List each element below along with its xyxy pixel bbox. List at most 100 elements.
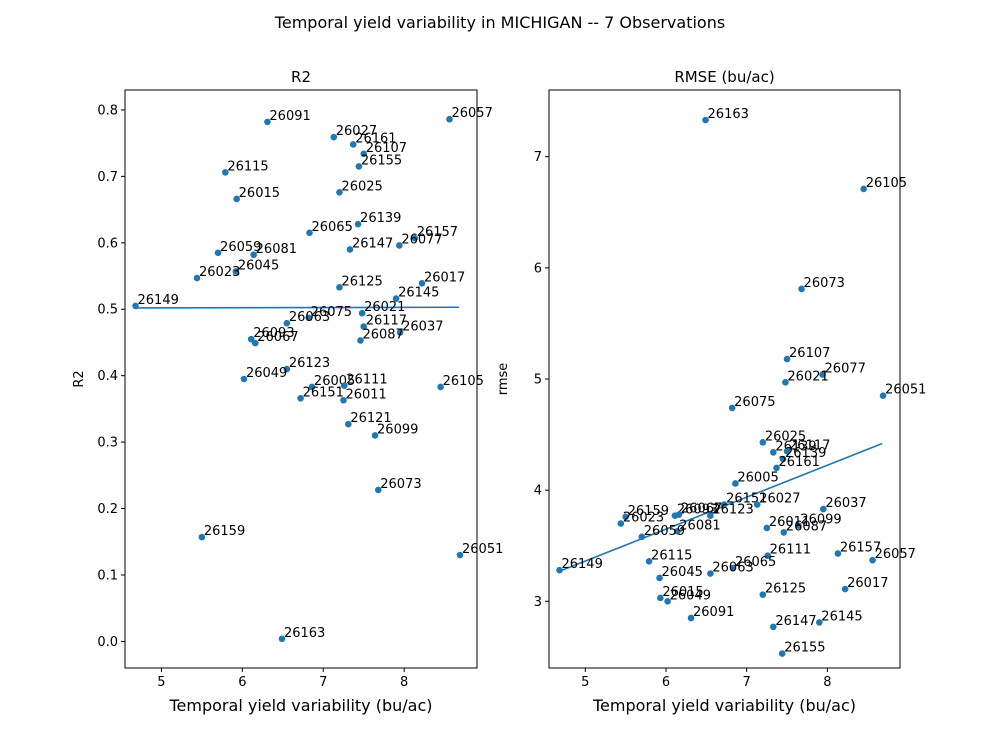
r2-point: [283, 365, 291, 373]
r2-y-axis-label: R2: [72, 370, 87, 387]
rmse-point-label: 26065: [735, 555, 776, 570]
rmse-point-label: 26115: [651, 548, 692, 563]
r2-x-tick-label: 5: [157, 675, 165, 690]
r2-point: [222, 169, 229, 176]
rmse-point: [783, 447, 791, 455]
r2-point: [446, 115, 453, 123]
rmse-x-tick-label: 6: [662, 675, 670, 690]
r2-point-label: 26059: [220, 240, 261, 255]
rmse-point-label: 26155: [784, 641, 825, 656]
r2-point: [340, 382, 348, 389]
rmse-fit-line: [559, 442, 883, 573]
r2-point: [396, 242, 403, 249]
r2-point-label: 26157: [417, 225, 458, 240]
rmse-point-label: 26021: [787, 369, 828, 384]
r2-point-label: 26015: [239, 186, 280, 201]
r2-point: [374, 486, 382, 494]
r2-point: [360, 323, 368, 330]
r2-point: [232, 268, 240, 275]
r2-point: [264, 118, 271, 126]
r2-point: [357, 337, 364, 344]
r2-point: [278, 635, 286, 643]
r2-point-label: 26163: [284, 626, 325, 641]
rmse-y-tick-label: 6: [534, 261, 542, 276]
rmse-point: [770, 449, 777, 456]
r2-point-label: 26091: [269, 109, 310, 124]
r2-point-label: 26099: [377, 422, 418, 437]
rmse-point: [702, 116, 709, 124]
r2-point: [297, 394, 304, 402]
rmse-point-label: 26073: [804, 276, 845, 291]
rmse-point-label: 26015: [662, 585, 703, 600]
rmse-point: [656, 574, 663, 582]
rmse-point-label: 26025: [765, 429, 806, 444]
r2-y-tick-label: 0.8: [97, 103, 118, 118]
r2-y-tick-label: 0.1: [97, 568, 118, 583]
rmse-point: [819, 371, 826, 378]
rmse-point: [759, 591, 767, 598]
rmse-point: [729, 564, 737, 572]
r2-point: [358, 309, 366, 317]
rmse-x-tick-label: 5: [581, 675, 589, 690]
rmse-point-label: 26017: [847, 576, 888, 591]
r2-point: [418, 280, 426, 287]
rmse-point-label: 26075: [734, 395, 775, 410]
r2-point-label: 26107: [366, 141, 407, 156]
r2-point-label: 26051: [462, 542, 503, 557]
rmse-point: [860, 185, 867, 193]
r2-point-label: 26075: [311, 305, 352, 320]
rmse-point-label: 26091: [693, 605, 734, 620]
r2-point: [396, 329, 404, 336]
rmse-point-label: 26011: [769, 515, 810, 530]
r2-point: [306, 229, 313, 237]
r2-point: [392, 295, 400, 302]
rmse-point-label: 26023: [623, 511, 664, 526]
r2-point: [132, 302, 139, 310]
rmse-point: [780, 529, 788, 536]
rmse-point: [759, 439, 767, 446]
rmse-x-axis-label: Temporal yield variability (bu/ac): [592, 696, 856, 715]
rmse-point: [869, 556, 876, 564]
r2-point-label: 26017: [424, 270, 465, 285]
r2-point-label: 26159: [204, 524, 245, 539]
r2-point-label: 26111: [346, 373, 387, 388]
r2-point-label: 26149: [138, 293, 179, 308]
rmse-point-label: 26077: [825, 362, 866, 377]
r2-point-label: 26161: [355, 131, 396, 146]
r2-point-label: 26123: [289, 356, 330, 371]
r2-point: [354, 220, 362, 228]
rmse-point-label: 26081: [679, 518, 720, 533]
rmse-point: [720, 501, 728, 508]
r2-point-label: 26011: [345, 387, 386, 402]
r2-y-tick-label: 0.6: [97, 236, 118, 251]
rmse-x-tick-label: 8: [823, 675, 831, 690]
r2-point: [345, 420, 352, 428]
rmse-point-label: 26145: [821, 609, 862, 624]
rmse-point-label: 26139: [785, 446, 826, 461]
r2-point-label: 26105: [443, 374, 484, 389]
r2-point-label: 26023: [199, 265, 240, 280]
rmse-point: [753, 501, 761, 508]
r2-panel: R2 5 6 7 8 0.0 0.1 0.2 0.3 0.4 0.5 0.6 0.7 0.8 Tempora…: [72, 68, 503, 715]
rmse-point: [773, 464, 780, 472]
rmse-point: [645, 557, 653, 565]
r2-point: [247, 335, 255, 343]
r2-y-tick-label: 0.4: [97, 369, 118, 384]
rmse-point-label: 26063: [712, 561, 753, 576]
r2-point: [349, 141, 357, 148]
rmse-point: [763, 524, 771, 532]
rmse-point-label: 26149: [561, 557, 602, 572]
r2-point: [193, 274, 201, 282]
rmse-point-label: 26161: [779, 455, 820, 470]
r2-point-label: 26057: [451, 106, 492, 121]
r2-fit-line: [135, 306, 460, 309]
r2-y-tick-label: 0.2: [97, 502, 118, 517]
rmse-point-label: 26005: [737, 470, 778, 485]
rmse-point-label: 26159: [628, 504, 669, 519]
rmse-panel: RMSE (bu/ac) 5 6 7 8 3 4 5 6 7 Temporal yield vari…: [496, 68, 926, 715]
rmse-point: [795, 522, 802, 530]
r2-x-tick-label: 7: [319, 675, 327, 690]
r2-point: [456, 551, 464, 559]
rmse-point-label: 26049: [670, 588, 711, 603]
